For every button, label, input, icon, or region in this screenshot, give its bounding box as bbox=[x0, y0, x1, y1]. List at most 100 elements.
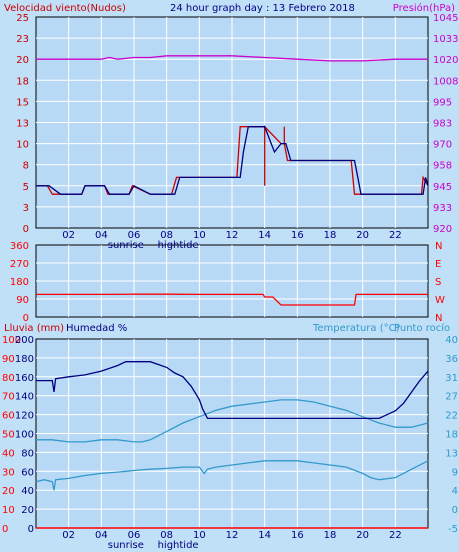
pressure-tick-label: 1045 bbox=[433, 13, 458, 24]
x-tick-label: 12 bbox=[226, 530, 239, 541]
dewpoint-line bbox=[35, 460, 429, 491]
x-tick-label: 18 bbox=[324, 230, 337, 241]
direction-deg-tick-label: 90 bbox=[16, 295, 29, 306]
humidity-tick-label: 140 bbox=[15, 392, 34, 403]
temperature-tick-label: 31 bbox=[445, 373, 458, 384]
wind-avg-line bbox=[36, 126, 429, 195]
temperature-tick-label: 22 bbox=[445, 411, 458, 422]
rain-tick-label: 90 bbox=[2, 354, 15, 365]
pressure-tick-label: 920 bbox=[433, 224, 452, 235]
temperature-tick-label: -5 bbox=[448, 524, 458, 535]
temperature-tick-label: 9 bbox=[452, 467, 458, 478]
humidity-tick-label: 120 bbox=[15, 411, 34, 422]
x-tick-label: 22 bbox=[389, 530, 402, 541]
humidity-tick-label: 200 bbox=[15, 335, 34, 346]
humidity-tick-label: 20 bbox=[21, 505, 34, 516]
temperature-tick-label: 27 bbox=[445, 392, 458, 403]
temperature-tick-label: 0 bbox=[452, 505, 458, 516]
x-tick-label: 04 bbox=[95, 530, 108, 541]
pressure-line bbox=[36, 55, 428, 62]
pressure-tick-label: 945 bbox=[433, 182, 452, 193]
humidity-tick-label: 180 bbox=[15, 354, 34, 365]
x-sub-label: sunrise bbox=[108, 240, 144, 251]
direction-compass-tick-label: E bbox=[435, 259, 441, 270]
x-tick-label: 12 bbox=[226, 230, 239, 241]
x-tick-label: 08 bbox=[160, 230, 173, 241]
pressure-tick-label: 1008 bbox=[433, 76, 458, 87]
temperature-tick-label: 4 bbox=[452, 486, 458, 497]
rain-tick-label: 50 bbox=[2, 430, 15, 441]
x-sub-label: sunrise bbox=[108, 540, 144, 551]
graph-title: 24 hour graph day : 13 Febrero 2018 bbox=[170, 3, 355, 14]
x-sub-label: hightide bbox=[158, 540, 199, 551]
temperature-tick-label: 36 bbox=[445, 354, 458, 365]
pressure-tick-label: 1033 bbox=[433, 34, 458, 45]
wind-tick-label: 15 bbox=[16, 97, 29, 108]
humidity-tick-label: 100 bbox=[15, 430, 34, 441]
x-tick-label: 16 bbox=[291, 230, 304, 241]
rain-tick-label: 80 bbox=[2, 373, 15, 384]
rain-tick-label: 0 bbox=[2, 524, 8, 535]
wind-tick-label: 0 bbox=[23, 224, 29, 235]
humidity-tick-label: 160 bbox=[15, 373, 34, 384]
wind-tick-label: 25 bbox=[16, 13, 29, 24]
x-tick-label: 14 bbox=[258, 230, 271, 241]
temperature-tick-label: 40 bbox=[445, 335, 458, 346]
humidity-tick-label: 40 bbox=[21, 486, 34, 497]
x-tick-label: 14 bbox=[258, 530, 271, 541]
pressure-tick-label: 995 bbox=[433, 97, 452, 108]
x-tick-label: 20 bbox=[356, 530, 369, 541]
rain-tick-label: 70 bbox=[2, 392, 15, 403]
pressure-tick-label: 1020 bbox=[433, 55, 458, 66]
x-tick-label: 02 bbox=[62, 530, 75, 541]
wind-tick-label: 5 bbox=[23, 182, 29, 193]
direction-deg-tick-label: 270 bbox=[10, 259, 29, 270]
x-tick-label: 10 bbox=[193, 230, 206, 241]
wind-tick-label: 20 bbox=[16, 55, 29, 66]
rain-axis-title: Lluvia (mm) bbox=[4, 323, 64, 334]
temperature-axis-title: Temperatura (°C) bbox=[312, 323, 400, 334]
x-tick-label: 10 bbox=[193, 530, 206, 541]
direction-compass-tick-label: W bbox=[435, 295, 445, 306]
direction-compass-tick-label: S bbox=[435, 277, 441, 288]
pressure-tick-label: 933 bbox=[433, 203, 452, 214]
direction-compass-tick-label: N bbox=[435, 313, 442, 324]
humidity-line bbox=[36, 361, 429, 420]
x-tick-label: 06 bbox=[128, 230, 141, 241]
rain-tick-label: 30 bbox=[2, 467, 15, 478]
humidity-axis-title: Humedad % bbox=[66, 323, 127, 334]
x-sub-label: hightide bbox=[158, 240, 199, 251]
temperature-tick-label: 13 bbox=[445, 448, 458, 459]
x-tick-label: 20 bbox=[356, 230, 369, 241]
pressure-tick-label: 958 bbox=[433, 161, 452, 172]
temperature-tick-label: 18 bbox=[445, 430, 458, 441]
rain-tick-label: 40 bbox=[2, 448, 15, 459]
rain-tick-label: 10 bbox=[2, 505, 15, 516]
humidity-tick-label: 80 bbox=[21, 448, 34, 459]
dewpoint-axis-title: Punto rocío bbox=[394, 322, 450, 334]
x-tick-label: 18 bbox=[324, 530, 337, 541]
temperature-line bbox=[36, 399, 429, 443]
rain-tick-label: 20 bbox=[2, 486, 15, 497]
wind-tick-label: 3 bbox=[23, 203, 29, 214]
pressure-tick-label: 983 bbox=[433, 119, 452, 130]
direction-deg-tick-label: 180 bbox=[10, 277, 29, 288]
x-tick-label: 16 bbox=[291, 530, 304, 541]
wind-direction-line bbox=[36, 293, 428, 306]
direction-deg-tick-label: 360 bbox=[10, 241, 29, 252]
x-tick-label: 08 bbox=[160, 530, 173, 541]
wind-tick-label: 10 bbox=[16, 140, 29, 151]
x-tick-label: 04 bbox=[95, 230, 108, 241]
pressure-tick-label: 970 bbox=[433, 140, 452, 151]
humidity-tick-label: 0 bbox=[28, 524, 34, 535]
rain-tick-label: 100 bbox=[2, 335, 21, 346]
rain-tick-label: 60 bbox=[2, 411, 15, 422]
pressure-axis-title: Presión(hPa) bbox=[393, 2, 455, 14]
direction-compass-tick-label: N bbox=[435, 241, 442, 252]
wind-tick-label: 18 bbox=[16, 76, 29, 87]
x-tick-label: 22 bbox=[389, 230, 402, 241]
wind-tick-label: 8 bbox=[23, 161, 29, 172]
